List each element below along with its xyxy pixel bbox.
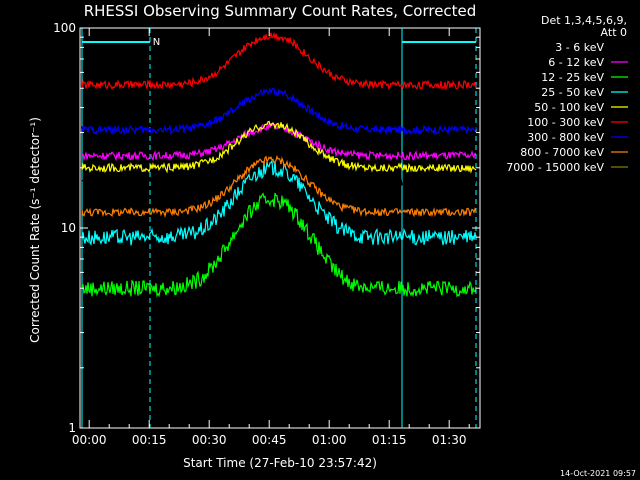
y-axis-label: Corrected Count Rate (s⁻¹ detector⁻¹) — [28, 117, 42, 343]
plot-area: N 00:00 00:15 00:30 00:45 01:00 01:15 01:30 11… — [53, 21, 481, 447]
x-tick-label: 00:30 — [192, 433, 227, 447]
legend-label: 300 - 800 keV — [527, 131, 604, 144]
chart-title: RHESSI Observing Summary Count Rates, Co… — [84, 2, 477, 20]
legend-label: 800 - 7000 keV — [520, 146, 604, 159]
y-tick-label: 1 — [68, 421, 76, 435]
series-line — [81, 87, 477, 136]
y-tick-label: 10 — [61, 221, 76, 235]
timestamp: 14-Oct-2021 09:57 — [560, 469, 636, 478]
legend-label: 6 - 12 keV — [548, 56, 604, 69]
x-tick-label: 00:45 — [252, 433, 287, 447]
y-tick-label: 100 — [53, 21, 76, 35]
legend-label: 7000 - 15000 keV — [506, 161, 604, 174]
x-ticks: 00:00 00:15 00:30 00:45 01:00 01:15 01:30 — [72, 28, 470, 447]
legend-header-line: Att 0 — [601, 26, 627, 39]
legend-header-line: Det 1,3,4,5,6,9, — [541, 14, 627, 27]
x-tick-label: 00:15 — [132, 433, 167, 447]
series-line — [81, 192, 477, 298]
x-tick-label: 01:15 — [372, 433, 407, 447]
legend-label: 50 - 100 keV — [534, 101, 604, 114]
x-tick-label: 00:00 — [72, 433, 107, 447]
night-annotation-label: N — [153, 37, 160, 48]
series-line — [81, 31, 477, 92]
series-line — [81, 120, 477, 174]
series-line — [81, 158, 477, 246]
legend-label: 25 - 50 keV — [541, 86, 604, 99]
legend-label: 12 - 25 keV — [541, 71, 604, 84]
legend: Det 1,3,4,5,6,9,Att 0 3 - 6 keV 6 - 12 keV… — [506, 14, 628, 174]
series-layer — [81, 31, 477, 298]
x-axis-label: Start Time (27-Feb-10 23:57:42) — [183, 456, 377, 470]
legend-label: 100 - 300 keV — [527, 116, 604, 129]
series-line — [81, 154, 477, 218]
legend-label: 3 - 6 keV — [555, 41, 604, 54]
x-tick-label: 01:00 — [312, 433, 347, 447]
x-tick-label: 01:30 — [432, 433, 467, 447]
y-ticks: 1 10 100 — [53, 21, 480, 435]
